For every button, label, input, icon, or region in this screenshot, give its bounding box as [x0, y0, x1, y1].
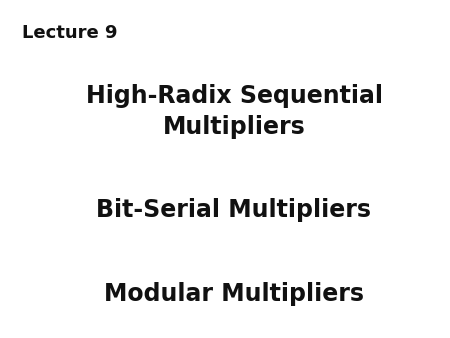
Text: Lecture 9: Lecture 9 — [22, 24, 118, 42]
Text: Modular Multipliers: Modular Multipliers — [104, 282, 364, 306]
Text: Bit-Serial Multipliers: Bit-Serial Multipliers — [96, 197, 372, 222]
Text: High-Radix Sequential
Multipliers: High-Radix Sequential Multipliers — [86, 84, 382, 139]
